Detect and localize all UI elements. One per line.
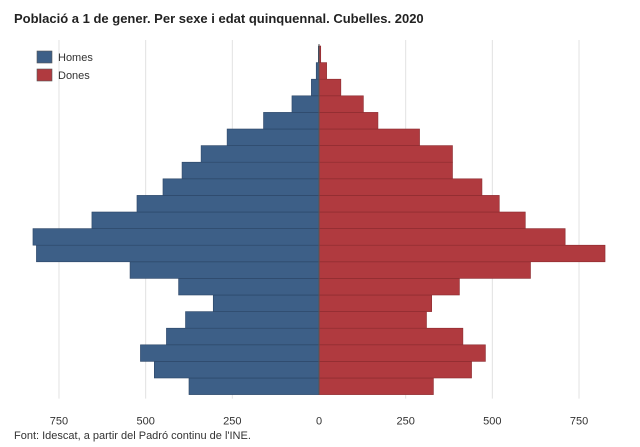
bar-dones (318, 62, 327, 80)
legend: Homes Dones (36, 50, 93, 82)
x-axis: 750 500 250 0 250 500 750 (50, 416, 588, 428)
x-tick-label: 500 (136, 416, 154, 428)
x-tick-label: 250 (396, 416, 414, 428)
bar-dones (318, 178, 483, 196)
bar-homes (226, 128, 320, 146)
chart-title: Població a 1 de gener. Per sexe i edat q… (14, 11, 424, 26)
bar-homes (162, 178, 320, 196)
bar-homes (311, 78, 320, 97)
bar-dones (318, 244, 606, 263)
bar-dones (318, 95, 364, 113)
x-tick-label: 750 (50, 416, 68, 428)
bar-homes (166, 327, 320, 346)
bar-homes (188, 377, 320, 395)
bar-dones (318, 112, 379, 130)
bar-homes (129, 261, 320, 279)
bar-homes (32, 228, 320, 246)
bar-homes (263, 112, 320, 130)
bar-homes (200, 145, 320, 163)
bar-dones (318, 361, 472, 379)
x-tick-label: 250 (223, 416, 241, 428)
legend-swatch-homes (36, 50, 53, 64)
bar-dones (318, 377, 434, 395)
bar-dones (318, 278, 460, 296)
bar-dones (318, 261, 531, 279)
bar-dones (318, 211, 526, 229)
bar-dones (318, 78, 342, 97)
bars (32, 44, 606, 395)
bar-dones (318, 228, 566, 246)
bar-homes (91, 211, 320, 229)
bar-homes (181, 161, 320, 180)
bar-homes (136, 195, 320, 213)
bar-dones (318, 161, 453, 180)
bar-homes (185, 311, 320, 329)
legend-label-dones: Dones (58, 70, 90, 82)
bar-homes (212, 294, 320, 312)
bar-homes (36, 244, 320, 263)
bar-dones (318, 344, 486, 362)
x-tick-label: 500 (483, 416, 501, 428)
bar-dones (318, 128, 420, 146)
bar-homes (291, 95, 320, 113)
source-note: Font: Idescat, a partir del Padró contin… (14, 430, 251, 442)
x-tick-label: 0 (316, 416, 322, 428)
bar-dones (318, 145, 453, 163)
bar-homes (154, 361, 320, 379)
bar-homes (140, 344, 320, 362)
legend-swatch-dones (36, 68, 53, 82)
bar-homes (178, 278, 320, 296)
legend-label-homes: Homes (58, 52, 93, 64)
bar-dones (318, 195, 500, 213)
bar-dones (318, 294, 432, 312)
x-tick-label: 750 (570, 416, 588, 428)
bar-dones (318, 327, 464, 346)
bar-dones (318, 311, 427, 329)
